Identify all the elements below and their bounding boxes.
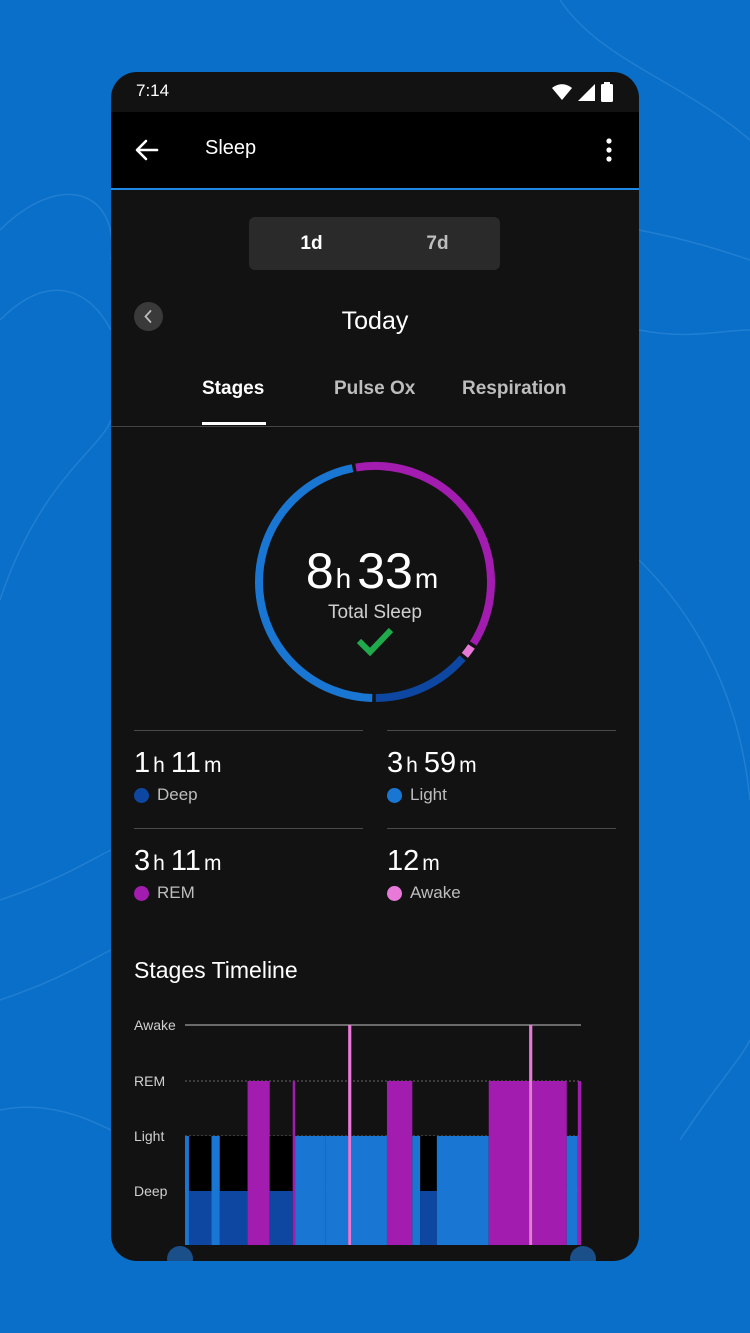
more-vert-icon[interactable] <box>599 134 619 166</box>
timeline-segment-rem <box>577 1081 581 1245</box>
awake-minutes-unit: m <box>422 852 440 875</box>
timeline-segment-gap <box>269 1136 293 1191</box>
awake-legend-dot <box>387 886 402 901</box>
stat-rem: 3 h 11 m REM <box>134 828 363 925</box>
light-minutes-unit: m <box>459 754 477 777</box>
stat-awake: 12 m Awake <box>387 828 616 925</box>
stat-light: 3 h 59 m Light <box>387 730 616 827</box>
timeline-segment-deep <box>269 1191 293 1245</box>
timeline-segment-awake <box>529 1025 533 1245</box>
timeline-segment-awake <box>348 1025 352 1245</box>
total-hours: 8 <box>305 543 334 599</box>
timeline-segment-deep <box>420 1191 437 1245</box>
ring-segment-deep <box>375 655 466 702</box>
light-minutes: 59 <box>423 747 457 779</box>
total-hours-unit: h <box>335 563 352 594</box>
cellular-signal-icon <box>578 83 595 101</box>
tab-bar: Stages Pulse Ox Respiration <box>111 362 639 427</box>
deep-minutes: 11 <box>170 747 201 779</box>
rem-hours: 3 <box>134 845 151 877</box>
previous-day-button[interactable] <box>134 302 163 331</box>
timeline-segment-gap <box>188 1136 212 1191</box>
alarm-clock-icon <box>570 1246 596 1261</box>
deep-hours: 1 <box>134 747 151 779</box>
total-minutes-unit: m <box>414 563 439 594</box>
zzz-icon <box>167 1246 193 1261</box>
status-time: 7:14 <box>136 81 170 100</box>
timeline-segment-light <box>325 1136 349 1245</box>
tab-stages[interactable]: Stages <box>202 378 265 399</box>
light-hours-unit: h <box>406 754 418 777</box>
battery-icon <box>601 82 613 102</box>
timeline-segment-gap <box>420 1136 437 1191</box>
total-sleep-ring <box>255 462 495 702</box>
active-tab-indicator <box>202 422 266 425</box>
timeline-segment-light <box>436 1136 489 1245</box>
check-icon <box>356 627 394 657</box>
ring-segment-light <box>255 464 373 702</box>
chevron-left-icon <box>144 310 152 323</box>
deep-legend-dot <box>134 788 149 803</box>
timeline-segment-rem <box>247 1081 270 1245</box>
rem-label: REM <box>157 883 195 902</box>
status-bar: 7:14 <box>111 72 639 112</box>
timeline-segment-deep <box>219 1191 248 1245</box>
arrow-left-icon[interactable] <box>131 134 163 166</box>
awake-minutes: 12 <box>387 845 420 877</box>
status-icons <box>552 81 613 103</box>
timeline-segment-light <box>185 1136 189 1245</box>
timeline-level-deep: Deep <box>134 1183 168 1199</box>
timeline-level-light: Light <box>134 1128 164 1144</box>
light-legend-dot <box>387 788 402 803</box>
timeline-level-awake: Awake <box>134 1017 176 1033</box>
app-bar: Sleep <box>111 112 639 190</box>
tab-pulse-ox[interactable]: Pulse Ox <box>334 378 416 399</box>
deep-minutes-unit: m <box>203 754 222 777</box>
rem-legend-dot <box>134 886 149 901</box>
timeline-segment-light <box>412 1136 421 1245</box>
total-minutes: 33 <box>357 543 413 599</box>
stages-timeline-title: Stages Timeline <box>134 957 298 983</box>
date-label: Today <box>341 307 409 335</box>
rem-hours-unit: h <box>153 852 165 875</box>
ring-segment-awake <box>461 644 475 658</box>
timeline-level-rem: REM <box>134 1073 165 1089</box>
phone-screen: 7:14 Sleep 1d 7d Today Stages Pulse Ox R… <box>111 72 639 1261</box>
timeline-segment-light <box>351 1136 387 1245</box>
timeline-segment-rem <box>488 1081 530 1245</box>
wifi-icon <box>552 84 572 100</box>
deep-label: Deep <box>157 785 198 804</box>
total-sleep-value: 8h 33m <box>111 542 639 600</box>
stages-timeline-chart: Awake REM Light Deep <box>134 1017 596 1261</box>
page-title: Sleep <box>205 137 257 159</box>
deep-hours-unit: h <box>153 754 165 777</box>
timeline-segment-rem <box>292 1081 296 1245</box>
total-sleep-label: Total Sleep <box>327 602 422 623</box>
timeline-segment-gap <box>219 1136 248 1191</box>
timeline-segment-light <box>211 1136 220 1245</box>
range-toggle: 1d 7d <box>249 217 500 270</box>
range-option-7d[interactable]: 7d <box>426 233 449 254</box>
timeline-segment-deep <box>188 1191 212 1245</box>
timeline-segment-light <box>566 1136 578 1245</box>
light-hours: 3 <box>387 747 404 779</box>
timeline-segment-light <box>295 1136 326 1245</box>
light-label: Light <box>410 785 447 804</box>
ring-segment-rem <box>355 462 495 646</box>
timeline-segment-rem <box>386 1081 413 1245</box>
awake-label: Awake <box>410 883 461 902</box>
timeline-segment-rem <box>532 1081 567 1245</box>
range-option-1d[interactable]: 1d <box>300 233 323 254</box>
tab-respiration[interactable]: Respiration <box>462 378 567 399</box>
rem-minutes: 11 <box>170 845 201 877</box>
rem-minutes-unit: m <box>203 852 222 875</box>
stat-deep: 1 h 11 m Deep <box>134 730 363 827</box>
